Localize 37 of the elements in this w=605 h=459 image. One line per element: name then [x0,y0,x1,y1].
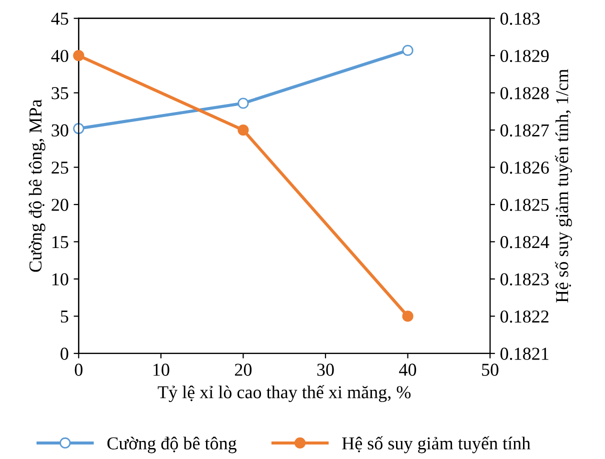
y2-tick-label: 0.1821 [500,348,548,360]
y-tick-label: 10 [52,273,68,286]
y-axis-title: Cường độ bê tông, MPa [28,99,46,272]
y-tick-label: 25 [52,162,68,174]
y-tick-label: 15 [52,236,68,248]
y2-tick-label: 0.1824 [500,236,550,248]
y-tick-label: 5 [60,310,68,323]
y2-tick-label: 0.1823 [500,273,549,286]
y-tick-label: 20 [52,198,68,211]
x-tick-label: 10 [153,364,170,376]
y2-axis-title: Hệ số suy giảm tuyến tính, 1/cm [554,69,572,302]
y-tick-label: 45 [51,12,68,25]
x-axis-title: Tỷ lệ xỉ lò cao thay thế xi măng, % [158,385,411,402]
y2-tick-label: 0.1822 [500,310,548,323]
y-tick-label: 40 [51,50,68,62]
y2-tick-label: 0.1829 [500,50,549,62]
x-tick-label: 20 [234,364,252,376]
x-tick-label: 30 [317,364,334,376]
legend-label: Hệ số suy giảm tuyến tính [342,436,530,454]
y2-tick-label: 0.183 [500,12,540,25]
y2-tick-label: 0.1826 [500,162,549,174]
y-tick-label: 35 [52,87,68,100]
point [73,123,84,134]
x-tick-label: 0 [74,364,82,376]
point [238,98,249,109]
y-tick-label: 0 [60,348,68,360]
x-tick-label: 40 [399,364,416,376]
y2-tick-label: 0.1828 [500,87,549,100]
legend-label: Cường độ bê tông [107,436,236,454]
x-tick-label: 50 [482,364,498,376]
y-tick-label: 30 [52,124,68,136]
point [238,124,249,136]
y2-tick-label: 0.1827 [500,124,549,137]
y2-tick-label: 0.1825 [500,198,549,212]
point [402,310,414,322]
point [73,50,84,62]
point [402,44,414,56]
